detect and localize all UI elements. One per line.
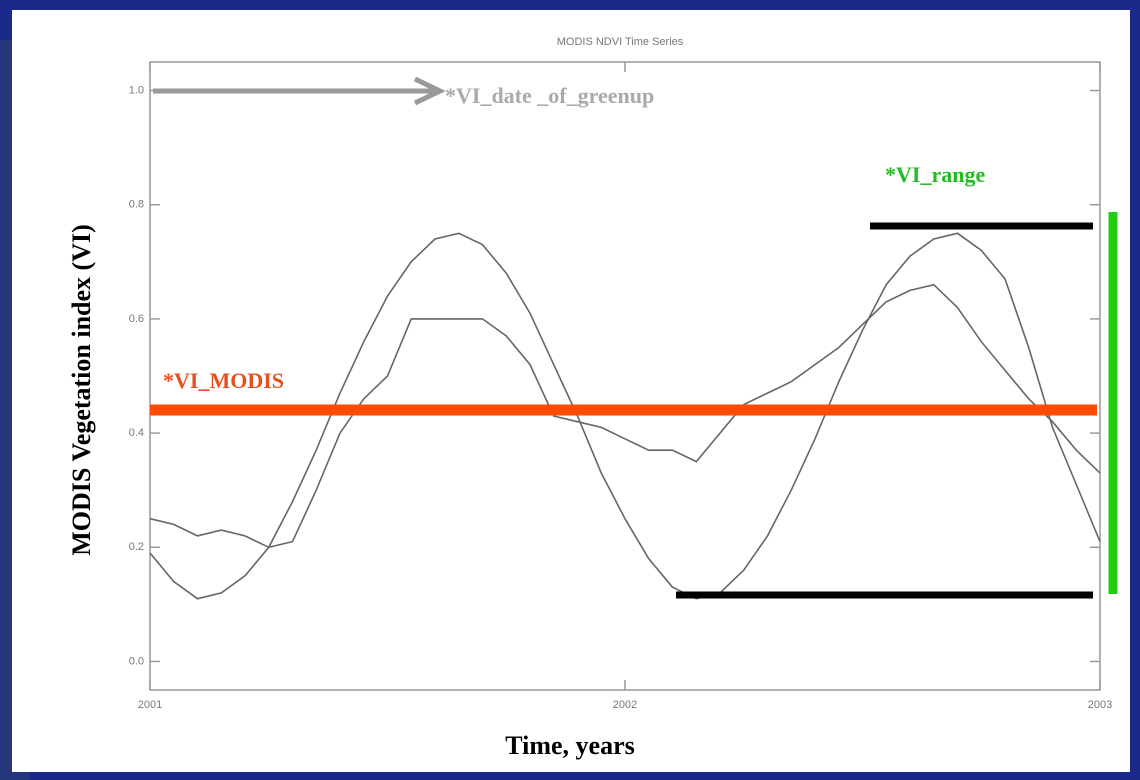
y-tick-label: 0.6	[129, 313, 144, 325]
annotation: *VI_MODIS	[163, 368, 284, 393]
greenup-arrowhead	[413, 76, 446, 106]
y-tick-label: 0.2	[129, 541, 144, 553]
series-line	[149, 232, 1101, 600]
y-tick-label: 0.8	[129, 199, 144, 211]
y-tick-label: 1.0	[129, 84, 144, 96]
x-tick-label: 2003	[1088, 699, 1112, 711]
chart-title: MODIS NDVI Time Series	[557, 36, 684, 48]
y-axis-label: MODIS Vegetation index (VI)	[67, 224, 96, 556]
slide	[12, 10, 1130, 772]
y-tick-label: 0.4	[129, 427, 144, 439]
plot-area: 0.0 0.2 0.4 0.6 0.8 1.0 2001 2002 2003	[129, 62, 1112, 711]
series-line	[149, 283, 1101, 549]
x-tick-label: 2002	[613, 699, 637, 711]
y-tick-label: 0.0	[129, 655, 144, 667]
annotation: *VI_range	[885, 162, 985, 187]
annotation: *VI_date _of_greenup	[445, 83, 654, 108]
x-tick-label: 2001	[138, 699, 162, 711]
x-axis-label: Time, years	[505, 731, 635, 760]
